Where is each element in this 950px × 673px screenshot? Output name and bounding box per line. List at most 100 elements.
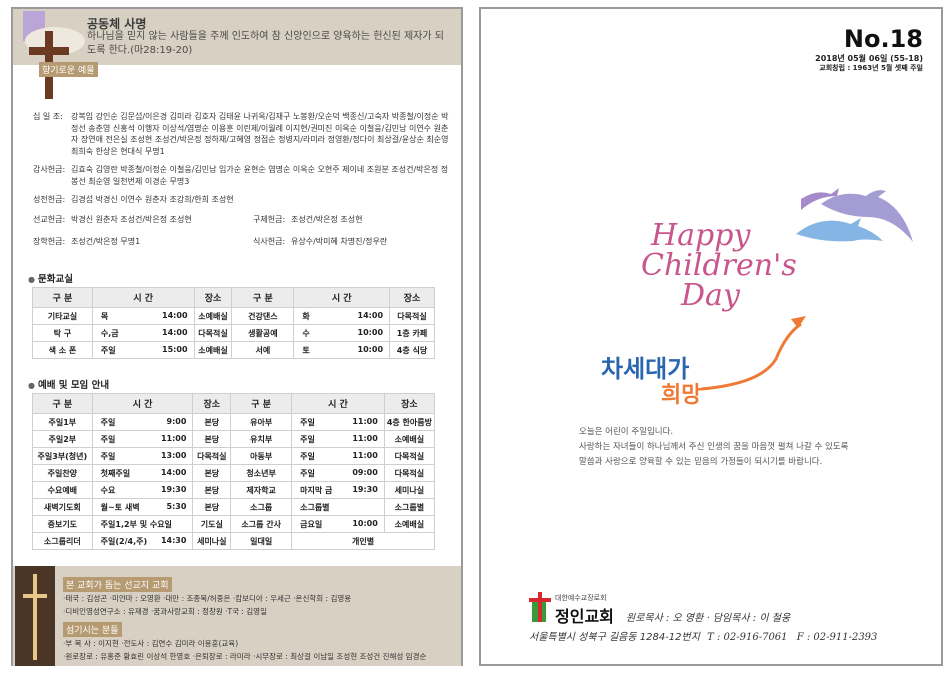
cell-category: 수요예배 — [32, 481, 93, 499]
cell-place: 본당 — [192, 430, 232, 448]
cell-place: 4층 한아름방 — [383, 413, 436, 431]
column-header: 구 분 — [32, 287, 93, 308]
missions-title: 본 교회가 돕는 선교지 교회 — [63, 577, 172, 592]
column-header: 장소 — [192, 393, 232, 414]
table-row: 주일찬양 14:00 첫째주일 본당 청소년부 09:00 주일 다목적실 — [32, 464, 436, 482]
cell-category: 유치부 — [230, 430, 293, 448]
column-header: 장소 — [383, 393, 436, 414]
cell-time: 14:00 첫째주일 — [91, 464, 194, 482]
column-header: 시 간 — [291, 393, 385, 414]
cell-category: 중보기도 — [32, 515, 93, 533]
offering-meal: 식사헌금: 유상수/박미혜 차명진/정우란 — [253, 237, 388, 246]
left-page: 공동체 사명 하나님을 믿지 않는 사람들을 주께 인도하여 참 신앙인으로 양… — [11, 7, 463, 666]
missions-line: ·태국 : 김성곤 ·미얀마 : 오영환 ·대만 : 조종복/허중은 ·캄보디아… — [63, 594, 352, 603]
message-line: 오늘은 어린이 주일입니다. — [579, 427, 674, 437]
table-row: 탁 구 14:00 수,금 다목적실 생활공예 10:00 수 1층 카페 — [32, 324, 435, 342]
table-row: 주일3부(청년) 13:00 주일 다목적실 아동부 11:00 주일 다목적실 — [32, 447, 436, 465]
phone: T : 02-916-7061 — [707, 632, 788, 643]
cell-time: 14:00 목 — [91, 307, 195, 325]
cell-category: 탁 구 — [32, 324, 93, 342]
cell-category: 소그룹리더 — [32, 532, 93, 550]
column-header: 장소 — [193, 287, 233, 308]
table-row: 색 소 폰 15:00 주일 소예배실 서예 10:00 토 4층 식당 — [32, 341, 435, 359]
cell-place: 세미나실 — [383, 481, 436, 499]
cell-place: 본당 — [192, 481, 232, 499]
arrow-icon — [701, 316, 806, 391]
cell-time: 주일1,2부 및 수요일 — [91, 515, 194, 533]
cell-place: 소예배실 — [193, 341, 233, 359]
cell-time: 5:30 월~토 새벽 — [91, 498, 194, 516]
denomination: 대한예수교장로회 — [555, 594, 607, 602]
offering-thanks: 감사헌금: 김효숙 김영란 박종철/이정순 이철웅/김민남 임가순 윤현순 염명순… — [33, 165, 449, 186]
column-header: 구 분 — [230, 393, 293, 414]
cell-time: 14:00 수,금 — [91, 324, 195, 342]
cell-place: 소예배실 — [193, 307, 233, 325]
cell-category: 기타교실 — [32, 307, 93, 325]
lit-cross-image — [15, 566, 55, 666]
fax: F : 02-911-2393 — [796, 632, 878, 643]
art-korean-1: 차세대가 — [601, 355, 690, 383]
worship-title: 예배 및 모임 안내 — [28, 377, 109, 391]
table-row: 중보기도 주일1,2부 및 수요일 기도실 소그룹 간사 10:00 금요일 소예배실 — [32, 515, 436, 533]
cell-category: 주일2부 — [32, 430, 93, 448]
cell-category: 일대일 — [230, 532, 293, 550]
missions-section: 본 교회가 돕는 선교지 교회 ·태국 : 김성곤 ·미얀마 : 오영환 ·대만… — [63, 573, 458, 663]
message: 오늘은 어린이 주일입니다. 사랑하는 자녀들이 하나님께서 주신 인생의 꿈을… — [579, 425, 848, 470]
mission-text: 하나님을 믿지 않는 사람들을 주께 인도하여 참 신앙인으로 양육하는 헌신된… — [87, 31, 444, 56]
cell-place: 소예배실 — [383, 515, 436, 533]
column-header: 시 간 — [91, 287, 195, 308]
cell-time: 소그룹별 — [291, 498, 385, 516]
cell-category: 새벽기도회 — [32, 498, 93, 516]
cell-time: 10:00 수 — [293, 324, 391, 342]
issue-date: 2018년 05월 06일 (55-18) — [815, 54, 923, 63]
cell-place: 소예배실 — [383, 430, 436, 448]
table-row: 소그룹리더 14:30 주일(2/4,주) 세미나실 일대일 개인별 — [32, 532, 435, 550]
missions-line: ·디비인영성연구소 : 유재경 ·꿈과사랑교회 : 정창원 ·T국 : 김영일 — [63, 607, 267, 616]
table-row: 새벽기도회 5:30 월~토 새벽 본당 소그룹 소그룹별 소그룹별 — [32, 498, 436, 516]
cell-place: 소그룹별 — [383, 498, 436, 516]
issue-number: No.18 — [843, 25, 923, 53]
cell-time: 10:00 금요일 — [291, 515, 385, 533]
cell-category: 제자학교 — [230, 481, 293, 499]
pastors: 원로목사 : 오 영환 · 담임목사 : 이 철웅 — [626, 613, 791, 624]
table-row: 기타교실 14:00 목 소예배실 건강댄스 14:00 화 다목적실 — [32, 307, 435, 325]
cell-time: 19:30 마지막 금 — [291, 481, 385, 499]
offering-temple: 성전헌금: 김경섭 박경신 이연수 원춘자 조강희/한희 조성현 — [33, 195, 234, 204]
cell-place: 본당 — [192, 498, 232, 516]
mission-banner — [13, 9, 461, 65]
childrens-day-illustration: Happy Children's Day 차세대가 희망 — [591, 179, 913, 419]
cell-time: 13:00 주일 — [91, 447, 194, 465]
cell-time: 9:00 주일 — [91, 413, 194, 431]
cell-category: 주일3부(청년) — [32, 447, 93, 465]
staff-line: ·부 목 사 : 이지현 ·전도사 : 김연수 김미라 이용훈(교육) — [63, 639, 239, 648]
offering-relief: 구제헌금: 조성건/박은정 조성현 — [253, 215, 363, 224]
cell-category: 주일찬양 — [32, 464, 93, 482]
cell-place: 기도실 — [192, 515, 232, 533]
staff-line: ·원로장로 : 유홍준 황효린 이상석 한영호 ·은퇴장로 : 라미라 ·시무장… — [63, 652, 427, 661]
church-contact: 서울특별시 성북구 길음동 1284-12번지 T : 02-916-7061 … — [529, 628, 877, 643]
cell-category: 건강댄스 — [231, 307, 295, 325]
cell-category: 소그룹 — [230, 498, 293, 516]
cell-place: 본당 — [192, 413, 232, 431]
cell-category: 주일1부 — [32, 413, 93, 431]
offering-mission: 선교헌금: 박경신 원춘자 조성건/박은정 조성현 — [33, 215, 192, 224]
cell-place: 다목적실 — [192, 447, 232, 465]
art-day: Day — [681, 278, 740, 313]
founding-date: 교회창립 : 1963년 5월 셋째 주일 — [819, 64, 923, 72]
column-header: 구 분 — [32, 393, 93, 414]
cell-place: 세미나실 — [192, 532, 232, 550]
cell-time: 11:00 주일 — [291, 430, 385, 448]
offering-scholarship: 장학헌금: 조성건/박은정 무명1 — [33, 237, 141, 246]
staff-title: 섬기시는 분들 — [63, 622, 122, 637]
cell-time: 개인별 — [291, 532, 435, 550]
table-row: 주일1부 9:00 주일 본당 유아부 11:00 주일 4층 한아름방 — [32, 413, 436, 431]
cell-place: 다목적실 — [383, 447, 436, 465]
art-korean-2: 희망 — [661, 383, 702, 408]
cell-place: 다목적실 — [389, 307, 435, 325]
address: 서울특별시 성북구 길음동 1284-12번지 — [529, 632, 700, 643]
mission-title: 공동체 사명 — [87, 17, 147, 31]
cell-category: 청소년부 — [230, 464, 293, 482]
